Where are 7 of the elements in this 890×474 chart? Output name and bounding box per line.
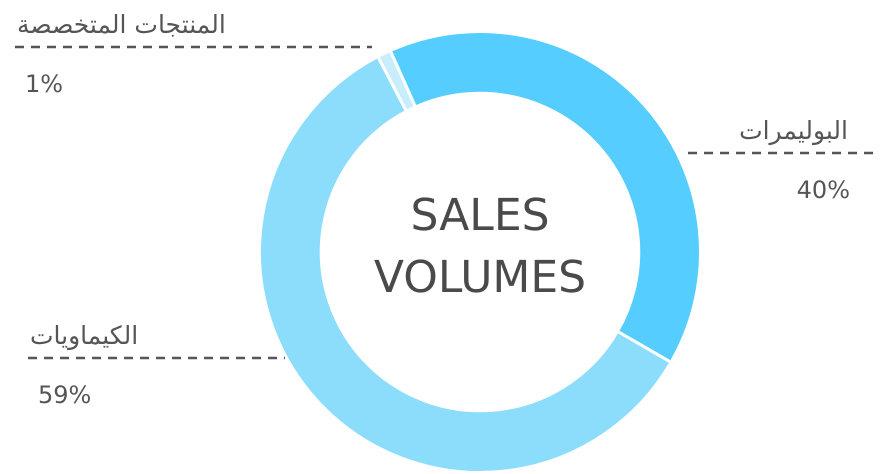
data-label: 40% [796, 176, 850, 204]
slice-label: المنتجات المتخصصة [17, 10, 226, 39]
data-label: 59% [38, 381, 92, 409]
slice-label: البوليمرات [739, 116, 848, 146]
text: SALES VOLUMES [372, 189, 588, 305]
data-label: 1% [25, 70, 64, 98]
slice-label: الكيماويات [30, 321, 138, 351]
